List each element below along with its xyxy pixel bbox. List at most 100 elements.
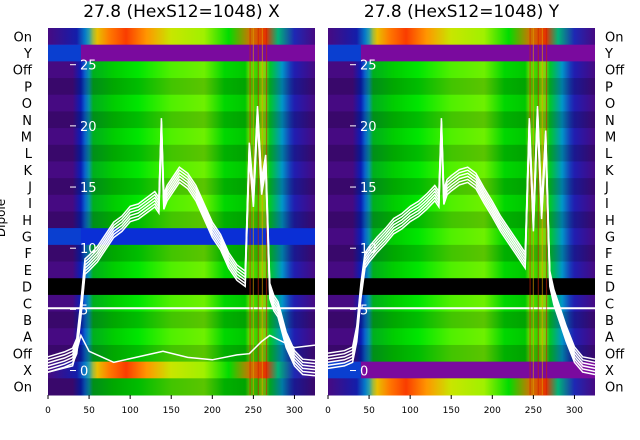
heatmap-row-13 bbox=[328, 244, 595, 263]
heatmap-row-1 bbox=[48, 44, 315, 62]
xtick-label: 200 bbox=[484, 406, 501, 416]
heatmap-row-11 bbox=[328, 211, 595, 229]
row-label: O bbox=[22, 97, 32, 112]
heatmap-row-5 bbox=[328, 111, 595, 129]
row-label: Off bbox=[13, 347, 33, 362]
row-label: C bbox=[605, 297, 614, 312]
row-label: M bbox=[605, 130, 616, 145]
row-label: K bbox=[605, 164, 614, 179]
overlay-ytick-label: 10 bbox=[80, 242, 97, 257]
heatmap-row-12 bbox=[48, 228, 315, 246]
xtick-label: 50 bbox=[83, 406, 95, 416]
heatmap-row-18 bbox=[48, 328, 315, 346]
overlay-trace-1 bbox=[47, 333, 316, 373]
row-label: I bbox=[605, 197, 609, 212]
heatmap-row-14 bbox=[328, 261, 595, 279]
row-label: B bbox=[605, 314, 614, 329]
row-label: M bbox=[21, 130, 32, 145]
row-label: L bbox=[605, 147, 613, 162]
heatmap-row-19 bbox=[328, 344, 595, 363]
row-label: K bbox=[23, 164, 32, 179]
xtick-label: 150 bbox=[163, 406, 180, 416]
row-label: P bbox=[24, 80, 32, 95]
xtick-label: 0 bbox=[325, 406, 331, 416]
heatmap-row-13 bbox=[48, 244, 315, 263]
xtick-label: 200 bbox=[204, 406, 221, 416]
overlay-trace-0 bbox=[327, 105, 596, 360]
overlay-ytick-label: 0 bbox=[80, 365, 88, 380]
heatmap-row-10 bbox=[48, 194, 315, 212]
row-label: A bbox=[23, 331, 32, 346]
row-label: J bbox=[27, 180, 32, 195]
heatmap-row-14 bbox=[48, 261, 315, 279]
heatmap-row-19 bbox=[48, 344, 315, 363]
heatmap-row-15 bbox=[328, 278, 595, 296]
heatmap-row-6 bbox=[48, 128, 315, 146]
row-label: N bbox=[605, 114, 615, 129]
heatmap-row-11 bbox=[48, 211, 315, 229]
overlay-ytick-label: 10 bbox=[360, 242, 377, 257]
overlay-ytick-label: 0 bbox=[360, 365, 368, 380]
overlay-ytick-label: 5 bbox=[360, 303, 368, 318]
row-label: H bbox=[605, 214, 615, 229]
heatmap-row-4 bbox=[328, 94, 595, 112]
overlay-ytick-label: 15 bbox=[80, 181, 97, 196]
heatmap-row-17 bbox=[48, 311, 315, 329]
row-label: Off bbox=[605, 64, 625, 79]
heatmap-row-2 bbox=[328, 61, 595, 79]
xtick-label: 50 bbox=[363, 406, 375, 416]
row-label: Y bbox=[23, 47, 32, 62]
xtick-label: 250 bbox=[245, 406, 262, 416]
row-label: H bbox=[22, 214, 32, 229]
overlay-ytick-label: 5 bbox=[80, 303, 88, 318]
row-label: P bbox=[605, 80, 613, 95]
xtick-label: 300 bbox=[286, 406, 303, 416]
heatmap-row-8 bbox=[48, 161, 315, 179]
row-label: On bbox=[14, 381, 32, 396]
heatmap-row-edge bbox=[328, 361, 361, 379]
row-label: D bbox=[605, 281, 615, 296]
xtick-label: 300 bbox=[566, 406, 583, 416]
row-label: G bbox=[22, 231, 32, 246]
row-label: E bbox=[24, 264, 32, 279]
heatmap-row-20 bbox=[328, 361, 595, 379]
heatmap-row-edge bbox=[328, 44, 361, 62]
heatmap-row-edge bbox=[48, 228, 81, 246]
row-label: Off bbox=[605, 347, 625, 362]
heatmap-row-0 bbox=[48, 28, 315, 46]
xtick-label: 100 bbox=[122, 406, 139, 416]
heatmap-row-20 bbox=[48, 361, 315, 379]
chart-title: 27.8 (HexS12=1048) X bbox=[83, 2, 280, 22]
xtick-label: 250 bbox=[525, 406, 542, 416]
overlay-ytick-label: 25 bbox=[360, 59, 377, 74]
row-label: On bbox=[605, 381, 623, 396]
row-label: F bbox=[605, 247, 612, 262]
xtick-label: 0 bbox=[45, 406, 51, 416]
row-label: A bbox=[605, 331, 614, 346]
heatmap-row-15 bbox=[48, 278, 315, 296]
row-label: B bbox=[23, 314, 32, 329]
row-label: F bbox=[25, 247, 32, 262]
row-label: X bbox=[605, 364, 614, 379]
chart-title: 27.8 (HexS12=1048) Y bbox=[364, 2, 560, 22]
heatmap-row-7 bbox=[48, 144, 315, 162]
heatmap-row-2 bbox=[48, 61, 315, 79]
row-label: G bbox=[605, 231, 615, 246]
overlay-ytick-label: 15 bbox=[360, 181, 377, 196]
overlay-ytick-label: 20 bbox=[80, 120, 97, 135]
heatmap-row-4 bbox=[48, 94, 315, 112]
row-label: I bbox=[28, 197, 32, 212]
xtick-label: 150 bbox=[443, 406, 460, 416]
heatmap-row-17 bbox=[328, 311, 595, 329]
heatmap-row-21 bbox=[48, 378, 315, 396]
row-label: D bbox=[22, 281, 32, 296]
heatmap-row-5 bbox=[48, 111, 315, 129]
overlay-ytick-label: 20 bbox=[360, 120, 377, 135]
overlay-ytick-label: 25 bbox=[80, 59, 97, 74]
heatmap-row-3 bbox=[328, 78, 595, 96]
row-label: Y bbox=[604, 47, 613, 62]
heatmap-row-1 bbox=[328, 44, 595, 62]
heatmap-row-21 bbox=[328, 378, 595, 396]
